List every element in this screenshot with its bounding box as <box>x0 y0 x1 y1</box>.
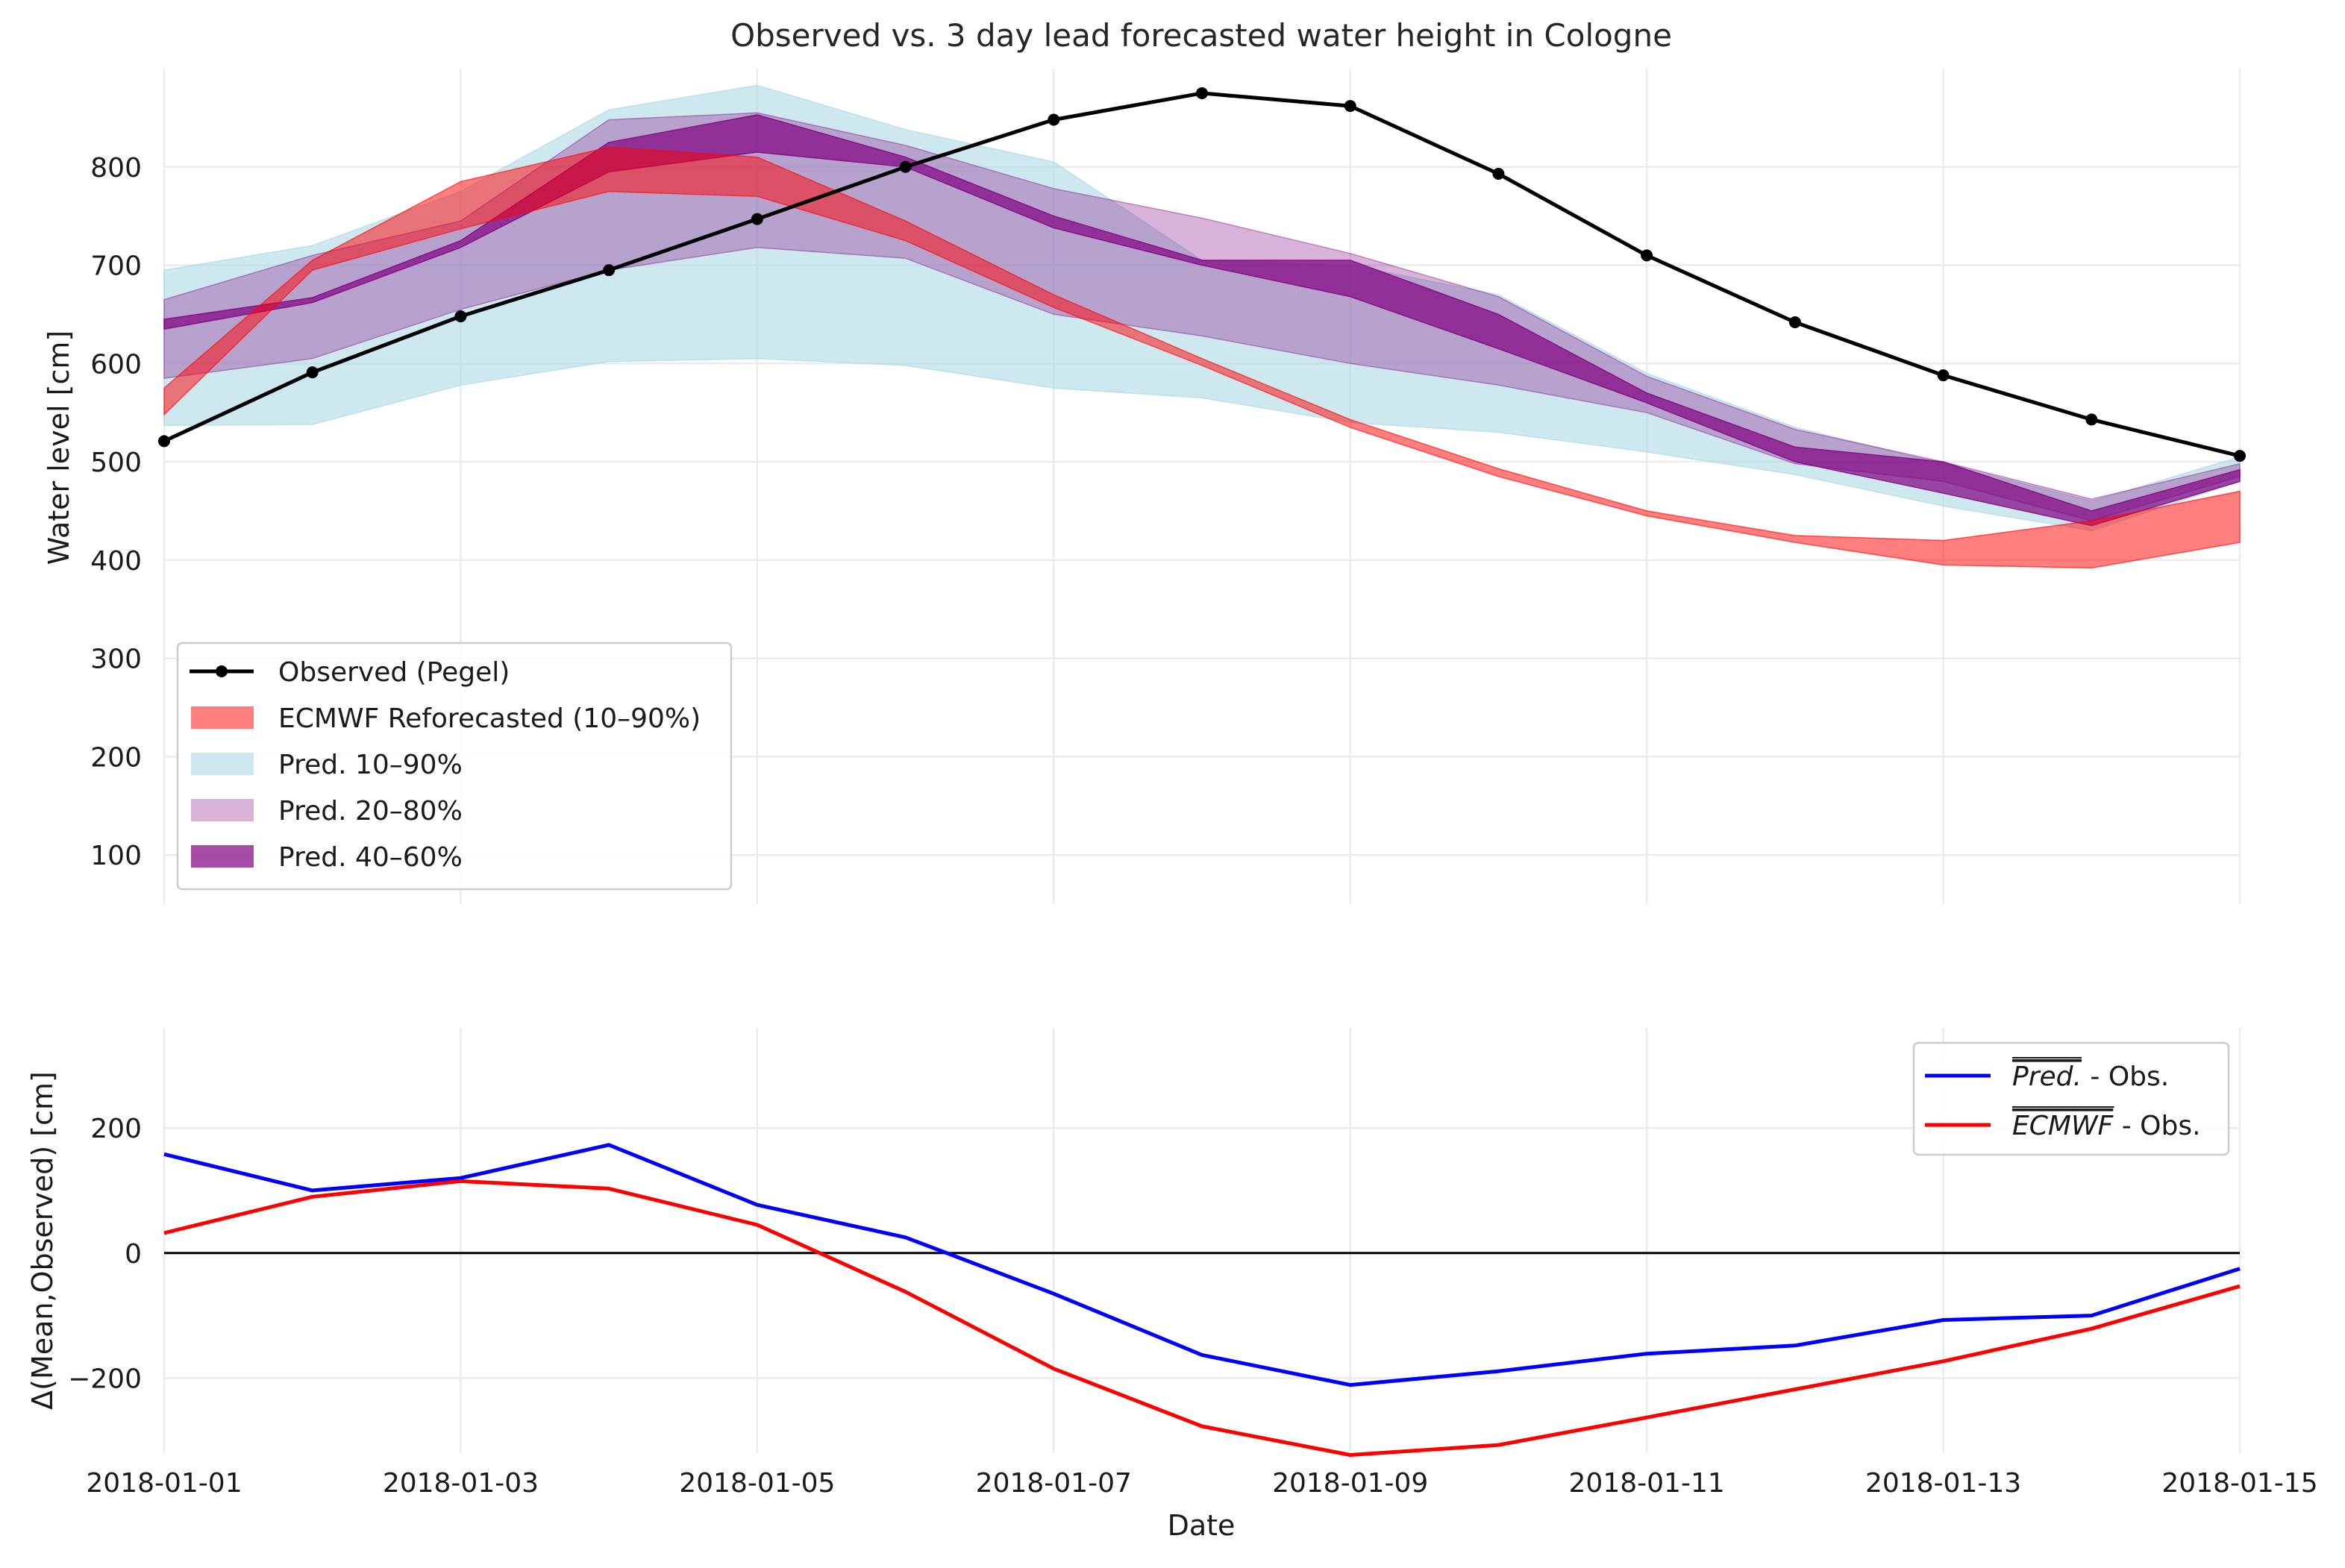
top-lines <box>158 87 2246 462</box>
bottom-legend: Pred. - Obs.ECMWF - Obs. <box>1912 1041 2230 1156</box>
bottom-legend-frame <box>1912 1041 2230 1156</box>
top-y-tick-label: 500 <box>90 448 142 478</box>
bottom-y-tick-label: −200 <box>68 1364 142 1394</box>
top-y-tick-label: 300 <box>90 645 142 675</box>
bottom-y-axis-label: Δ(Mean,Observed) [cm] <box>26 1071 59 1410</box>
legend-entry-label: ECMWF Reforecasted (10–90%) <box>278 703 701 734</box>
x-tick-label: 2018-01-05 <box>679 1468 835 1499</box>
observed-point <box>306 366 319 379</box>
observed-point <box>454 310 467 323</box>
top-legend: Observed (Pegel) ECMWF Reforecasted (10–9… <box>176 642 733 891</box>
top-y-tick-label: 400 <box>90 546 142 577</box>
band-pred-40-60- <box>163 114 2241 527</box>
observed-point <box>1196 87 1208 99</box>
top-y-tick-label: 700 <box>90 251 142 282</box>
legend-entry-label: Pred. - Obs. <box>2012 1061 2169 1092</box>
chart-title: Observed vs. 3 day lead forecasted water… <box>730 17 1672 54</box>
observed-point <box>2085 413 2098 426</box>
observed-point <box>751 213 763 225</box>
top-y-tick-label: 600 <box>90 349 142 380</box>
top-y-tick-label: 200 <box>90 742 142 773</box>
legend-swatch-patch <box>191 753 254 775</box>
x-tick-label: 2018-01-11 <box>1569 1468 1725 1499</box>
legend-swatch-patch <box>191 799 254 821</box>
diff-line-pred <box>163 1143 2241 1387</box>
x-tick-label: 2018-01-07 <box>976 1468 1132 1499</box>
legend-entry-label: ECMWF - Obs. <box>2012 1111 2201 1141</box>
legend-suffix: - Obs. <box>2113 1111 2200 1141</box>
x-tick-label: 2018-01-15 <box>2161 1468 2317 1499</box>
top-y-tick-label: 800 <box>90 153 142 184</box>
x-tick-label: 2018-01-03 <box>383 1468 539 1499</box>
legend-swatch-marker <box>216 665 228 677</box>
bottom-y-tick-label: 200 <box>90 1114 142 1144</box>
observed-point <box>1788 316 1801 328</box>
observed-point <box>1937 369 1950 382</box>
top-tick-labels: 100 200 300 400 500 600 700 800 <box>90 153 142 871</box>
x-tick-label: 2018-01-01 <box>86 1468 242 1499</box>
x-tick-label: 2018-01-09 <box>1272 1468 1428 1499</box>
top-y-axis-label: Water level [cm] <box>43 330 75 565</box>
observed-point <box>899 160 912 173</box>
bottom-y-tick-label: 0 <box>125 1239 142 1270</box>
bottom-gridlines <box>163 1028 2241 1453</box>
legend-suffix: - Obs. <box>2082 1061 2169 1092</box>
top-y-tick-label: 100 <box>90 841 142 871</box>
observed-point <box>158 435 170 448</box>
diff-line-ecmwf <box>163 1179 2241 1457</box>
legend-entry-label: Pred. 20–80% <box>278 796 463 827</box>
legend-entry-label: Observed (Pegel) <box>278 657 510 688</box>
observed-point <box>603 264 616 277</box>
legend-entry-label: Pred. 40–60% <box>278 842 463 873</box>
band-ecmwf-reforecasted-10-90- <box>163 146 2241 569</box>
x-axis-label: Date <box>1168 1509 1236 1542</box>
observed-point <box>1641 249 1653 262</box>
observed-point <box>2234 450 2246 462</box>
x-tick-label: 2018-01-13 <box>1865 1468 2021 1499</box>
observed-point <box>1344 100 1356 113</box>
legend-math-term: ECMWF <box>2012 1111 2114 1141</box>
legend-swatch-patch <box>191 845 254 868</box>
bottom-lines <box>163 1143 2241 1457</box>
legend-swatch-patch <box>191 706 254 729</box>
bottom-tick-labels: −200 0 200 2018-01-01 2018-01-03 2018-01-05 20… <box>68 1114 2318 1499</box>
top-legend-frame <box>176 642 733 891</box>
legend-math-term: Pred. <box>2012 1061 2082 1092</box>
observed-point <box>1048 113 1060 126</box>
observed-point <box>1492 167 1505 180</box>
legend-entry-label: Pred. 10–90% <box>278 750 463 780</box>
top-bands <box>163 84 2241 569</box>
